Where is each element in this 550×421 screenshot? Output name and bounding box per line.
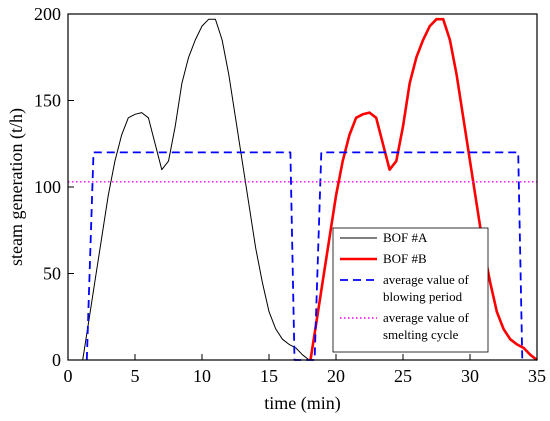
x-tick-label: 15 — [260, 366, 278, 386]
legend-label: blowing period — [383, 289, 463, 304]
x-tick-label: 10 — [193, 366, 211, 386]
legend-label: BOF #A — [383, 230, 428, 245]
x-tick-label: 5 — [131, 366, 140, 386]
y-axis-title: steam generation (t/h) — [6, 108, 27, 266]
legend-label: smelting cycle — [383, 327, 459, 342]
x-axis-title: time (min) — [264, 393, 340, 414]
y-tick-label: 100 — [34, 177, 61, 197]
y-tick-label: 150 — [34, 91, 61, 111]
legend-label: BOF #B — [383, 251, 427, 266]
x-tick-label: 20 — [327, 366, 345, 386]
series-line-blowing-average — [85, 151, 524, 361]
legend-label: average value of — [383, 272, 470, 287]
y-tick-label: 0 — [52, 350, 61, 370]
x-tick-label: 35 — [528, 366, 546, 386]
series-line-bof-a — [82, 18, 310, 361]
legend-label: average value of — [383, 310, 470, 325]
legend-box — [332, 227, 489, 353]
x-tick-label: 25 — [394, 366, 412, 386]
y-tick-label: 200 — [34, 4, 61, 24]
y-tick-label: 50 — [43, 264, 61, 284]
series-line-bof-b — [309, 17, 538, 362]
x-tick-label: 0 — [64, 366, 73, 386]
legend: BOF #A BOF #B average value of blowing peri… — [332, 227, 489, 353]
x-tick-label: 30 — [461, 366, 479, 386]
ticks-layer: 0 5 10 15 20 25 30 35 0 50 100 150 200 — [34, 4, 546, 386]
series-layer — [68, 17, 538, 362]
